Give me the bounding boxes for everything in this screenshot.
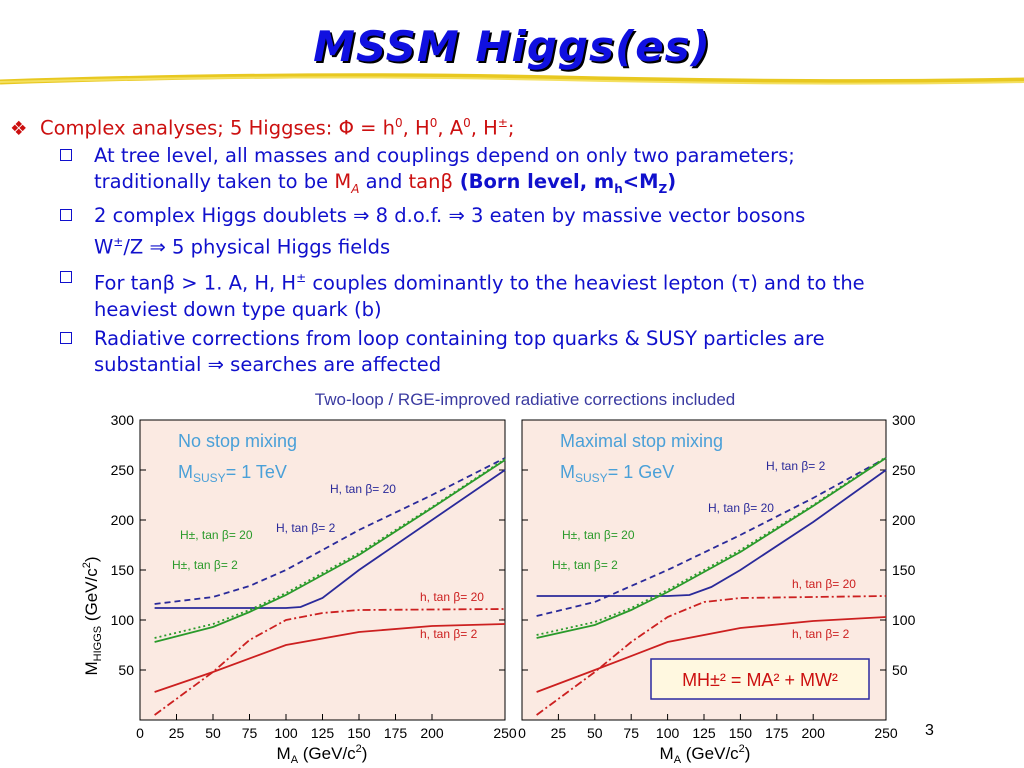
y-tick-label: 100	[892, 612, 916, 628]
x-tick-label: 25	[169, 725, 185, 741]
checkbox-bullet-icon	[60, 271, 72, 283]
series-annotation: H±, tan β= 20	[562, 528, 635, 542]
x-tick-label: 75	[242, 725, 258, 741]
checkbox-bullet-icon	[60, 149, 72, 161]
x-tick-label: 200	[802, 725, 826, 741]
x-tick-label: 150	[347, 725, 371, 741]
panel-label: Maximal stop mixing	[560, 431, 723, 451]
y-tick-label: 150	[892, 562, 916, 578]
series-annotation: H±, tan β= 20	[180, 528, 253, 542]
bullet-complex-analyses: ❖ Complex analyses; 5 Higgses: Φ = h0, H0…	[10, 116, 515, 140]
x-axis-label-right: MA (GeV/c2)	[660, 743, 751, 766]
y-tick-label: 150	[111, 562, 135, 578]
x-tick-label: 250	[874, 725, 898, 741]
series-line	[154, 469, 506, 609]
y-tick-label: 250	[111, 462, 135, 478]
x-tick-label: 150	[729, 725, 753, 741]
series-annotation: H, tan β= 2	[276, 521, 336, 535]
series-line	[536, 457, 887, 617]
y-tick-label: 300	[111, 412, 135, 428]
x-tick-label: 250	[493, 725, 517, 741]
y-tick-label: 50	[892, 662, 908, 678]
y-tick-label: 100	[111, 612, 135, 628]
checkbox-bullet-icon	[60, 332, 72, 344]
series-annotation: h, tan β= 20	[792, 577, 856, 591]
series-annotation: h, tan β= 2	[420, 627, 478, 641]
series-line	[154, 457, 506, 605]
series-annotation: H±, tan β= 2	[552, 558, 618, 572]
series-line	[154, 608, 506, 716]
series-line	[154, 459, 506, 643]
y-tick-label: 300	[892, 412, 916, 428]
x-tick-label: 50	[205, 725, 221, 741]
x-tick-label: 175	[765, 725, 789, 741]
x-tick-label: 200	[420, 725, 444, 741]
x-tick-label: 100	[274, 725, 298, 741]
series-line	[536, 457, 887, 639]
figure-title: Two-loop / RGE-improved radiative correc…	[315, 390, 735, 409]
checkbox-bullet-icon	[60, 209, 72, 221]
x-tick-label: 0	[518, 725, 526, 741]
series-annotation: H, tan β= 20	[330, 482, 396, 496]
x-tick-label: 100	[656, 725, 680, 741]
formula-text: MH±² = MA² + MW²	[682, 670, 838, 690]
panel-label: No stop mixing	[178, 431, 297, 451]
slide-title: MSSM Higgs(es)	[313, 22, 711, 71]
plot-area	[139, 419, 506, 721]
title-underline	[0, 73, 1024, 85]
series-line	[536, 595, 887, 716]
y-tick-label: 200	[111, 512, 135, 528]
higgs-mass-figure: Two-loop / RGE-improved radiative correc…	[81, 390, 916, 766]
y-tick-label: 50	[118, 662, 134, 678]
series-annotation: H, tan β= 20	[708, 501, 774, 515]
x-tick-label: 125	[311, 725, 335, 741]
page-number: 3	[925, 722, 934, 739]
panel-no-stop-mixing: 50 100 150 200 250 300 0 25 50 75 100 125 150 175 200 2…	[111, 412, 517, 741]
series-line	[154, 623, 506, 693]
x-tick-label: 25	[551, 725, 567, 741]
panel-maximal-stop-mixing: 50 100 150 200 250 300 0 25 50 75 100 125 150 175 200 2…	[518, 412, 915, 741]
x-tick-label: 0	[136, 725, 144, 741]
x-tick-label: 175	[384, 725, 408, 741]
x-axis-label-left: MA (GeV/c2)	[277, 743, 368, 766]
diamond-bullet-icon: ❖	[10, 116, 28, 140]
x-tick-label: 50	[587, 725, 603, 741]
y-tick-label: 200	[892, 512, 916, 528]
x-tick-label: 125	[692, 725, 716, 741]
series-annotation: h, tan β= 20	[420, 590, 484, 604]
series-annotation: H, tan β= 2	[766, 459, 826, 473]
series-annotation: H±, tan β= 2	[172, 558, 238, 572]
x-tick-label: 75	[623, 725, 639, 741]
y-axis-label: MHIGGS (GeV/c2)	[81, 556, 104, 675]
series-line	[536, 616, 887, 693]
y-tick-label: 250	[892, 462, 916, 478]
series-annotation: h, tan β= 2	[792, 627, 850, 641]
series-line	[154, 458, 506, 639]
formula-box	[650, 658, 870, 700]
